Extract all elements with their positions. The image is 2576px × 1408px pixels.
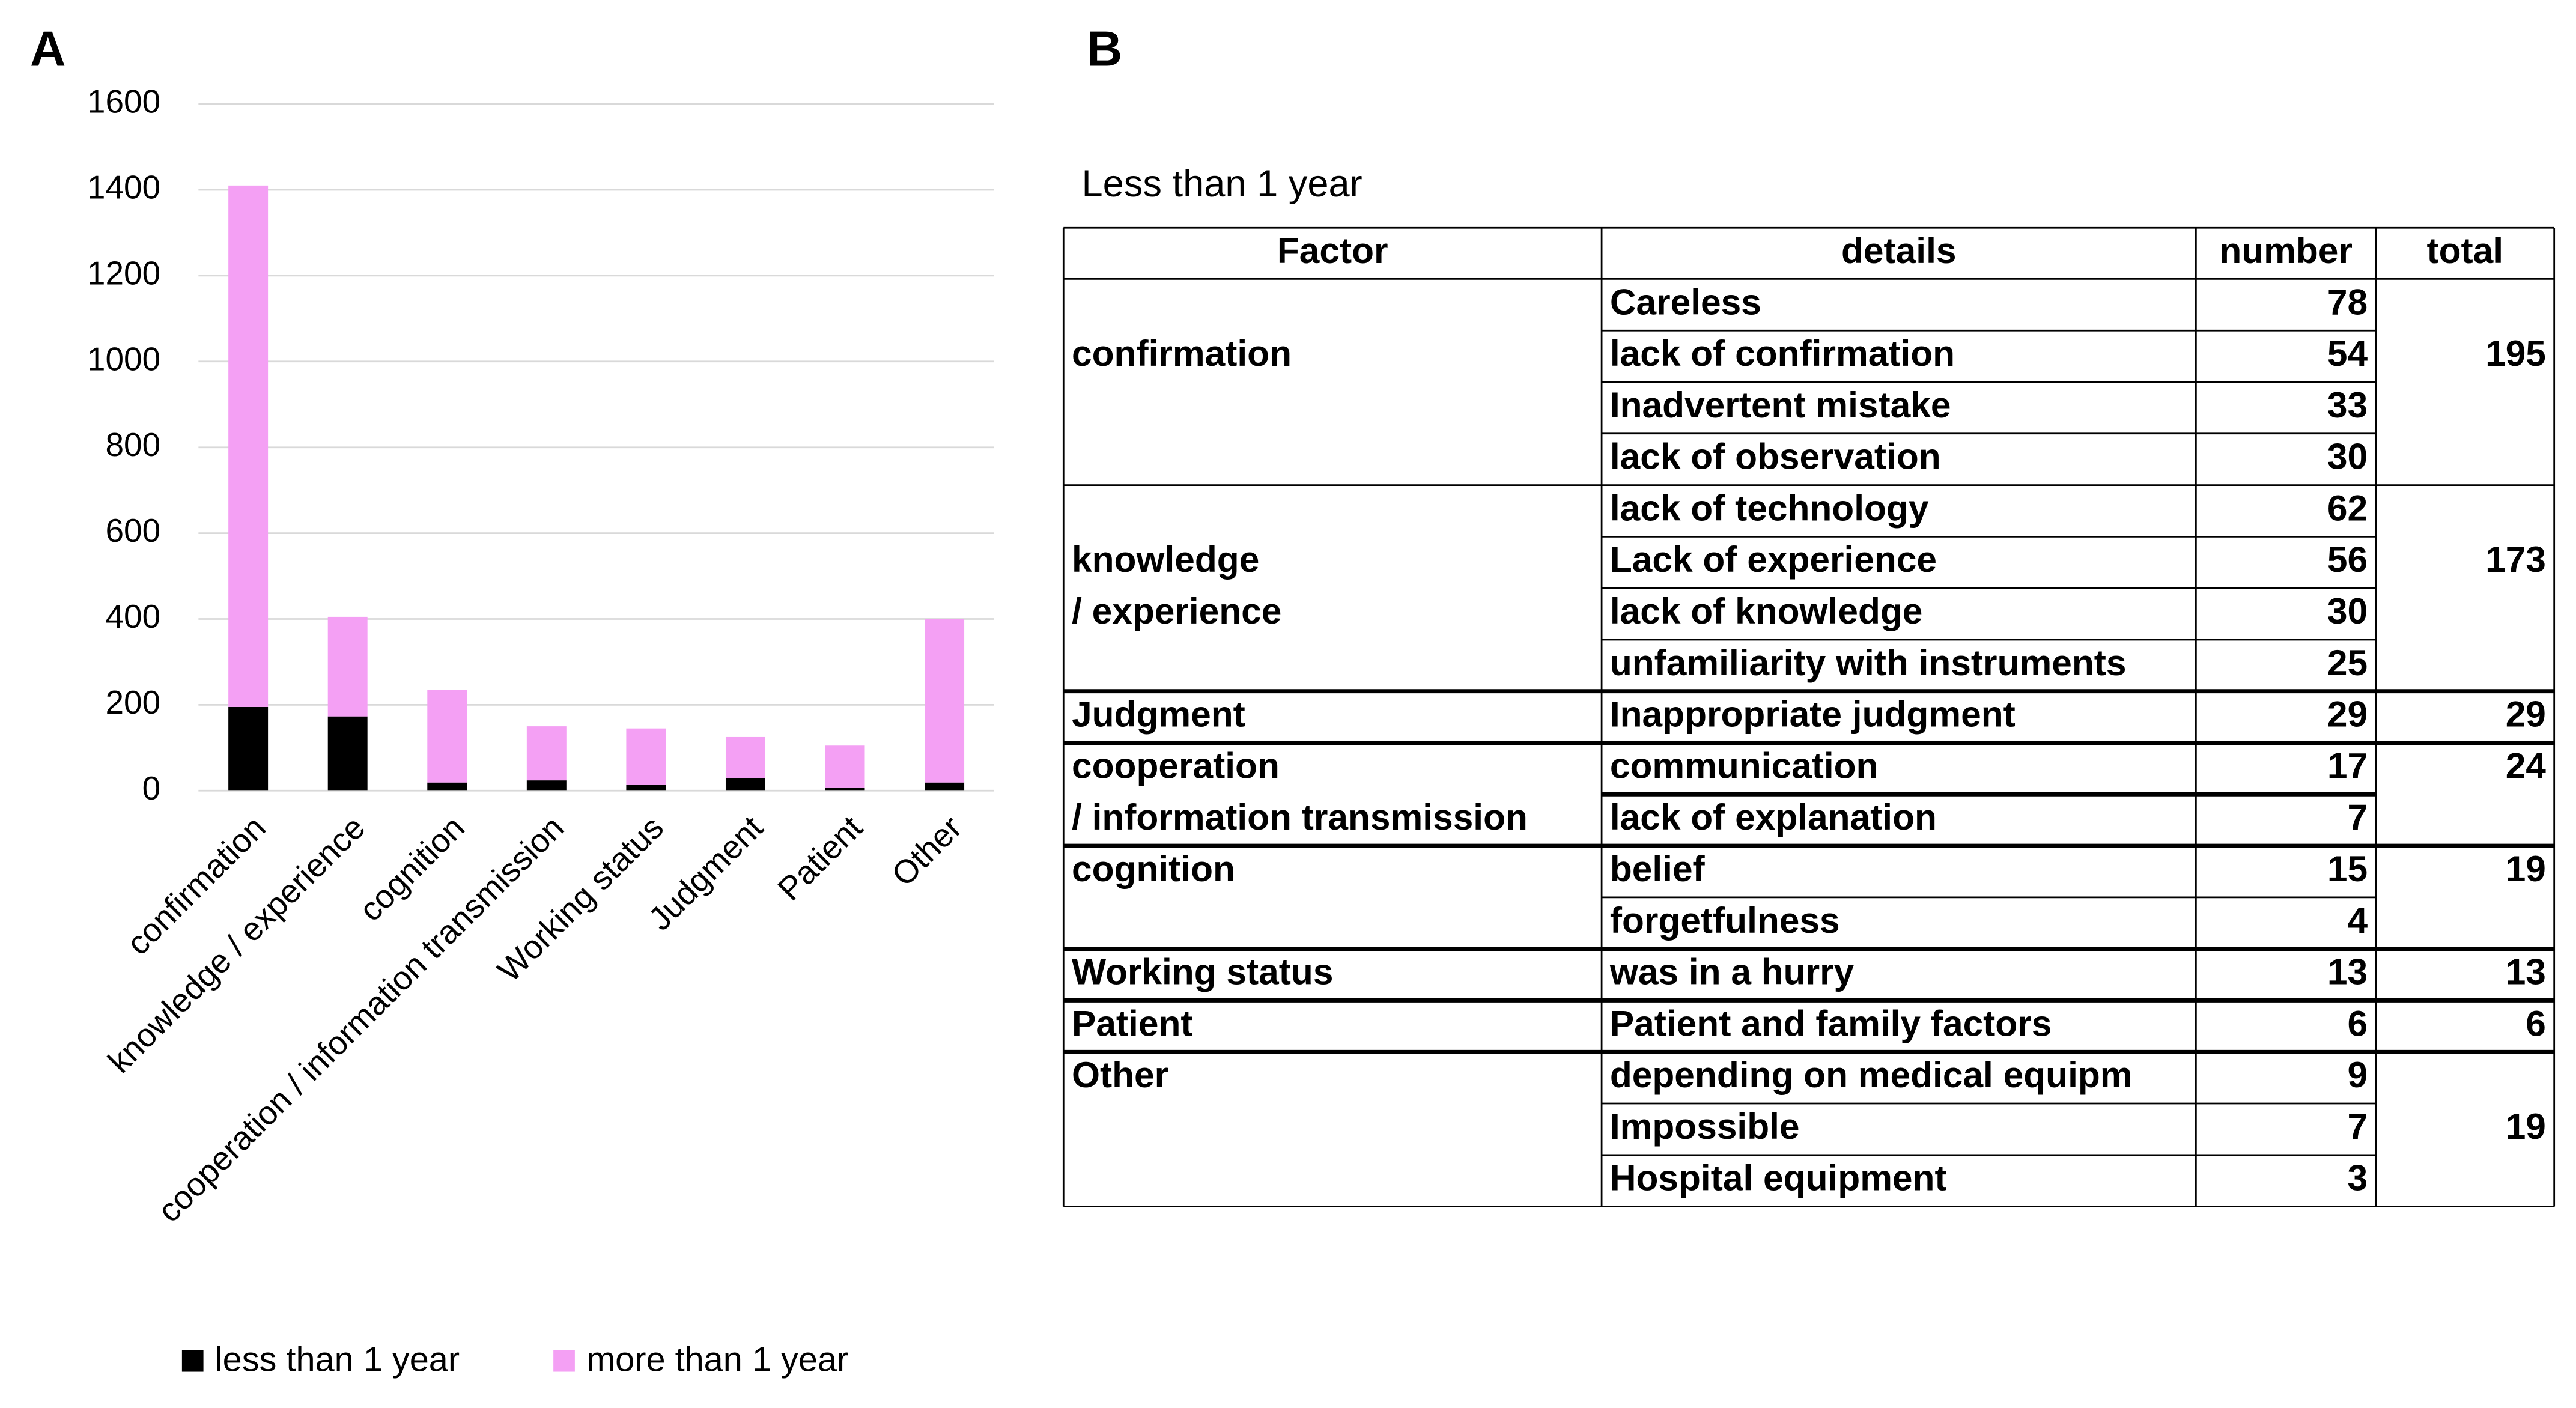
- number-cell: 6: [2348, 1003, 2368, 1043]
- factor-label: Judgment: [1072, 694, 1245, 735]
- detail-cell: Inadvertent mistake: [1610, 384, 1951, 425]
- factor-label: confirmation: [1072, 333, 1292, 374]
- bar-segment: [327, 716, 368, 791]
- bar-segment: [228, 185, 269, 707]
- legend-label: more than 1 year: [586, 1340, 848, 1379]
- detail-cell: Lack of experience: [1610, 539, 1937, 580]
- number-cell: 4: [2348, 900, 2368, 941]
- table-header: details: [1841, 230, 1956, 271]
- total-cell: 195: [2485, 333, 2546, 374]
- number-cell: 29: [2327, 694, 2368, 735]
- panel-label: B: [1087, 22, 1123, 77]
- panel-label: A: [30, 22, 66, 77]
- total-cell: 19: [2506, 848, 2546, 889]
- number-cell: 78: [2327, 281, 2368, 322]
- number-cell: 56: [2327, 539, 2368, 580]
- bar-segment: [526, 726, 567, 781]
- detail-cell: Careless: [1610, 281, 1761, 322]
- factor-label: / experience: [1072, 590, 1281, 631]
- factor-label: Patient: [1072, 1003, 1193, 1043]
- legend-swatch: [553, 1350, 575, 1372]
- bar-segment: [925, 782, 965, 791]
- bar-segment: [825, 787, 865, 791]
- number-cell: 7: [2348, 797, 2368, 837]
- table-title: Less than 1 year: [1082, 163, 1362, 205]
- bar-segment: [925, 619, 965, 783]
- number-cell: 30: [2327, 590, 2368, 631]
- number-cell: 13: [2327, 951, 2368, 992]
- y-tick-label: 1400: [87, 169, 160, 206]
- bar-segment: [327, 616, 368, 717]
- bar-segment: [626, 728, 666, 785]
- factor-label: / information transmission: [1072, 797, 1528, 837]
- detail-cell: communication: [1610, 745, 1879, 786]
- number-cell: 30: [2327, 436, 2368, 477]
- factor-label: Other: [1072, 1054, 1168, 1095]
- bar-segment: [427, 690, 467, 783]
- detail-cell: belief: [1610, 848, 1706, 889]
- bar-segment: [526, 780, 567, 791]
- legend-label: less than 1 year: [215, 1340, 460, 1379]
- detail-cell: Inappropriate judgment: [1610, 694, 2016, 735]
- y-tick-label: 1200: [87, 254, 160, 291]
- bar-segment: [825, 745, 865, 788]
- y-tick-label: 200: [105, 684, 160, 721]
- y-tick-label: 600: [105, 512, 160, 549]
- table-header: Factor: [1277, 230, 1388, 271]
- total-cell: 6: [2526, 1003, 2546, 1043]
- detail-cell: lack of knowledge: [1610, 590, 1923, 631]
- factor-label: cognition: [1072, 848, 1235, 889]
- table-header: total: [2426, 230, 2503, 271]
- total-cell: 13: [2506, 951, 2546, 992]
- x-tick-label: Other: [884, 809, 969, 893]
- number-cell: 7: [2348, 1106, 2368, 1147]
- number-cell: 62: [2327, 487, 2368, 528]
- y-tick-label: 1600: [87, 83, 160, 120]
- detail-cell: forgetfulness: [1610, 900, 1840, 941]
- number-cell: 54: [2327, 333, 2368, 374]
- table: Factor details number total confirmation 195 C…: [1062, 226, 2556, 1208]
- table-header: number: [2219, 230, 2353, 271]
- detail-cell: was in a hurry: [1609, 951, 1855, 992]
- y-tick-label: 1000: [87, 340, 160, 377]
- y-tick-label: 800: [105, 426, 160, 463]
- legend-swatch: [181, 1350, 204, 1372]
- detail-cell: depending on medical equipm: [1610, 1054, 2133, 1095]
- total-cell: 24: [2506, 745, 2547, 786]
- factor-label: Working status: [1072, 951, 1333, 992]
- total-cell: 19: [2506, 1106, 2546, 1147]
- bar-segment: [228, 706, 269, 791]
- total-cell: 173: [2485, 539, 2546, 580]
- detail-cell: Patient and family factors: [1610, 1003, 2052, 1043]
- bar-segment: [725, 778, 765, 791]
- detail-cell: lack of explanation: [1610, 797, 1937, 837]
- number-cell: 33: [2327, 384, 2368, 425]
- number-cell: 9: [2348, 1054, 2368, 1095]
- bar-segment: [626, 784, 666, 791]
- x-tick-label: Patient: [770, 809, 869, 908]
- detail-cell: Hospital equipment: [1610, 1158, 1947, 1198]
- number-cell: 15: [2327, 848, 2368, 889]
- number-cell: 3: [2348, 1158, 2368, 1198]
- factor-label: cooperation: [1072, 745, 1280, 786]
- detail-cell: unfamiliarity with instruments: [1610, 642, 2127, 683]
- detail-cell: lack of observation: [1610, 436, 1941, 477]
- factor-label: knowledge: [1072, 539, 1259, 580]
- y-tick-label: 0: [142, 769, 161, 807]
- detail-cell: lack of technology: [1610, 487, 1929, 528]
- detail-cell: lack of confirmation: [1610, 333, 1955, 374]
- y-tick-label: 400: [105, 598, 160, 635]
- number-cell: 25: [2327, 642, 2368, 683]
- bar-segment: [427, 782, 467, 791]
- bar-segment: [725, 736, 765, 778]
- number-cell: 17: [2327, 745, 2368, 786]
- total-cell: 29: [2506, 694, 2546, 735]
- detail-cell: Impossible: [1610, 1106, 1800, 1147]
